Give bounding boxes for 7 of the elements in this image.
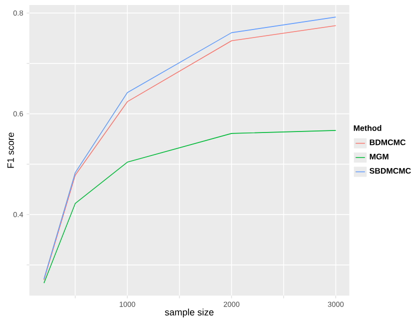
y-axis-title: F1 score bbox=[7, 132, 14, 168]
legend-label: SBDMCMC bbox=[370, 168, 411, 174]
line-series bbox=[44, 130, 336, 284]
x-axis-title: sample size bbox=[164, 308, 214, 318]
legend-label: BDMCMC bbox=[370, 140, 406, 146]
legend-label: MGM bbox=[370, 154, 388, 160]
legend-title: Method bbox=[354, 125, 382, 131]
